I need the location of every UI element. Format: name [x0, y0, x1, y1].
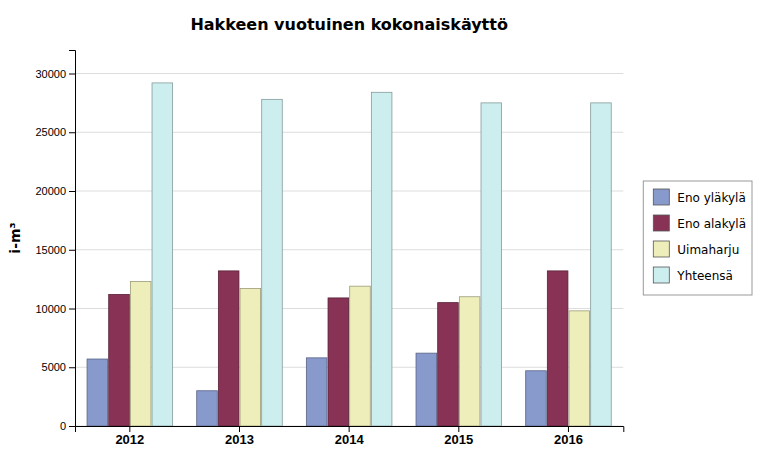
bar [416, 353, 437, 426]
bar [197, 391, 218, 426]
x-tick-label: 2015 [444, 432, 473, 447]
y-tick-mark [69, 426, 75, 427]
y-axis-line [69, 51, 76, 427]
bar [481, 103, 502, 426]
bar [459, 297, 480, 426]
legend-frame [643, 181, 752, 295]
legend-item: Eno yläkylä [653, 189, 745, 205]
bar-series [152, 83, 611, 426]
bar [350, 286, 371, 426]
bar-series [130, 281, 589, 426]
bar [371, 92, 392, 426]
legend-label: Eno yläkylä [677, 191, 745, 205]
y-tick-label: 15000 [35, 244, 66, 256]
title: Hakkeen vuotuinen kokonaiskäyttö [190, 15, 508, 34]
chart: 2012 2013 2014 2015 2016 0 5000 10000 15000 20000… [0, 0, 762, 466]
x-tick-mark [129, 426, 130, 432]
bar [109, 294, 130, 426]
bar [240, 289, 261, 426]
x-tick: 2012 [115, 426, 144, 447]
y-tick: 5000 [42, 361, 75, 373]
x-tick-mark [349, 426, 350, 432]
legend-swatch [653, 189, 669, 205]
bar [547, 271, 568, 426]
grid-line [75, 73, 623, 74]
legend-label: Uimaharju [677, 243, 739, 257]
y-tick: 15000 [35, 244, 75, 256]
y-tick-mark [69, 74, 75, 75]
x-tick-label: 2016 [554, 432, 583, 447]
y-axis: 0 5000 10000 15000 20000 25000 30000 [35, 51, 75, 433]
y-tick: 10000 [35, 303, 75, 315]
y-tick-mark [69, 132, 75, 133]
y-tick-label: 25000 [35, 126, 66, 138]
y-tick-label: 10000 [35, 303, 66, 315]
bar [438, 303, 459, 426]
legend: Eno yläkylä Eno alakylä Uimaharju Yhteensä [643, 181, 752, 295]
bar [87, 359, 108, 426]
legend-label: Yhteensä [676, 269, 733, 283]
grid [75, 74, 623, 427]
x-tick-label: 2013 [225, 432, 254, 447]
x-tick: 2013 [225, 426, 254, 447]
legend-swatch [653, 267, 669, 283]
legend-swatch [653, 241, 669, 257]
y-tick-mark [69, 367, 75, 368]
legend-label: Eno alakylä [677, 217, 746, 231]
y-tick: 30000 [35, 68, 75, 80]
bars [87, 83, 611, 426]
y-tick: 0 [60, 420, 75, 432]
x-tick: 2014 [335, 426, 365, 447]
y-tick: 20000 [35, 185, 75, 197]
x-tick: 2016 [554, 426, 583, 447]
legend-item: Yhteensä [653, 267, 733, 283]
y-tick-mark [69, 191, 75, 192]
bar [569, 311, 590, 426]
legend-item: Uimaharju [653, 241, 739, 257]
x-tick-mark [239, 426, 240, 432]
x-tick-label: 2014 [335, 432, 365, 447]
bar [306, 358, 327, 426]
y-tick-label: 5000 [42, 361, 66, 373]
legend-swatch [653, 215, 669, 231]
bar [130, 281, 151, 426]
y-axis-title: i-m³ [7, 222, 23, 253]
plot: 2012 2013 2014 2015 2016 0 5000 10000 15000 20000… [7, 51, 624, 448]
y-tick-mark [69, 309, 75, 310]
bar [526, 371, 547, 426]
bar [328, 298, 349, 426]
y-tick-mark [69, 250, 75, 251]
legend-item: Eno alakylä [653, 215, 746, 231]
y-tick-label: 20000 [35, 185, 66, 197]
bar [218, 271, 239, 426]
bar [262, 99, 283, 426]
x-tick: 2015 [444, 426, 473, 447]
x-tick-mark [568, 426, 569, 432]
y-tick-label: 30000 [35, 68, 66, 80]
bar [152, 83, 173, 426]
y-tick: 25000 [35, 126, 75, 138]
bar [591, 103, 612, 426]
x-axis: 2012 2013 2014 2015 2016 [76, 426, 624, 447]
x-tick-mark [458, 426, 459, 432]
x-tick-label: 2012 [115, 432, 144, 447]
y-tick-label: 0 [60, 420, 66, 432]
x-axis-line [76, 427, 624, 433]
